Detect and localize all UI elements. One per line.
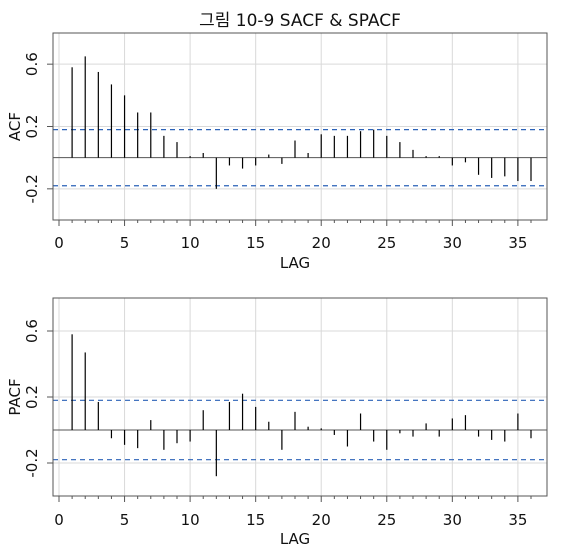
x-tick-label: 30 <box>443 234 462 252</box>
y-tick-label: 0.2 <box>23 385 41 409</box>
x-tick-label: 15 <box>246 511 265 529</box>
x-tick-label: 5 <box>120 234 130 252</box>
y-axis-title: PACF <box>6 378 24 415</box>
x-tick-label: 10 <box>181 234 200 252</box>
y-tick-label: 0.6 <box>23 52 41 76</box>
panel-acf: 0 5 10 15 20 25 30 35 -0.2 0.2 0.6 LAG ACF <box>6 32 548 272</box>
x-axis-title: LAG <box>280 254 310 272</box>
y-tick-label: 0.6 <box>23 319 41 343</box>
x-tick-label: 25 <box>377 511 396 529</box>
panel-pacf: 0 5 10 15 20 25 30 35 -0.2 0.2 0.6 LAG PACF <box>6 297 548 548</box>
x-tick-label: 30 <box>443 511 462 529</box>
y-tick-label: -0.2 <box>23 174 41 203</box>
x-tick-label: 10 <box>181 511 200 529</box>
y-tick-label: -0.2 <box>23 448 41 477</box>
x-tick-label: 5 <box>120 511 130 529</box>
x-tick-label: 20 <box>312 511 331 529</box>
y-tick-label: 0.2 <box>23 115 41 139</box>
y-axis-title: ACF <box>6 112 24 141</box>
x-tick-label: 25 <box>377 234 396 252</box>
x-tick-label: 35 <box>508 234 527 252</box>
chart-title: 그림 10-9 SACF & SPACF <box>199 11 401 31</box>
x-tick-label: 0 <box>54 511 64 529</box>
x-tick-label: 0 <box>54 234 64 252</box>
x-tick-label: 20 <box>312 234 331 252</box>
x-tick-label: 35 <box>508 511 527 529</box>
x-tick-label: 15 <box>246 234 265 252</box>
x-axis-title: LAG <box>280 530 310 548</box>
